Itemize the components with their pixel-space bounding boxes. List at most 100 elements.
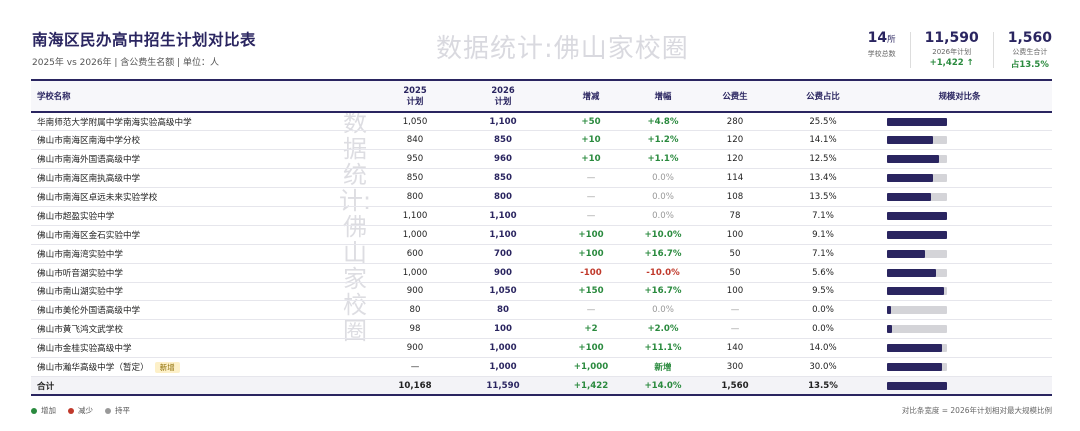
watermark-horizontal: 数据统计:佛山家校圈 (436, 34, 689, 64)
col-header-change: 增减 (547, 80, 635, 112)
change-value: — (547, 168, 635, 189)
comparison-table-container: 学校名称 2025 计划 2026 计划 增减 增幅 公费生 公费占比 规模对比条 … (31, 79, 1052, 397)
school-name: 佛山市黄飞鸿文武学校 (31, 319, 371, 340)
change-rate: 0.0% (635, 187, 691, 207)
school-name: 华南师范大学附属中学南海实验高级中学 (31, 112, 371, 132)
change-rate: +4.8% (635, 112, 691, 132)
school-name: 佛山市南海区金石实验中学 (31, 225, 371, 245)
plan-2025: 600 (371, 244, 459, 264)
table-row: 佛山市金桂实验高级中学 900 1,000 +100 +11.1% 140 14.0% (31, 338, 1052, 359)
school-name: 佛山市超盈实验中学 (31, 206, 371, 226)
public-count: 108 (691, 187, 779, 207)
scale-bar-fill (887, 193, 931, 201)
scale-bar-cell (867, 149, 1052, 170)
plan-2026: 1,000 (459, 338, 547, 359)
plan-2025: 98 (371, 319, 459, 340)
public-ratio: 5.6% (779, 263, 867, 283)
table-row: 佛山市瀚华高级中学（暂定） 新增 —1,000 +1,000 新增 300 30.0% (31, 357, 1052, 377)
public-count: — (691, 319, 779, 340)
plan-2025: 1,050 (371, 112, 459, 132)
change-rate: 0.0% (635, 206, 691, 226)
header: 南海区民办高中招生计划对比表 2025年 vs 2026年 | 含公费生名额 |… (32, 28, 256, 68)
scale-bar-fill (887, 249, 926, 258)
stat-divider (992, 32, 994, 68)
stat-label: 学校总数 (867, 50, 896, 58)
plan-2025: 10,168 (371, 375, 459, 397)
plan-2025: 80 (371, 300, 459, 321)
public-count: 50 (691, 244, 779, 264)
change-rate: +16.7% (635, 282, 691, 302)
plan-2026: 1,050 (459, 282, 547, 302)
stat-delta: +1,422 ↑ (929, 58, 974, 68)
scale-bar-fill (887, 174, 934, 183)
col-header-bar: 规模对比条 (867, 80, 1052, 112)
plan-2026: 1,100 (459, 112, 547, 132)
new-badge: 新增 (154, 362, 180, 374)
plan-2026: 100 (459, 319, 547, 340)
scale-bar-fill (887, 381, 947, 390)
change-value: +1,000 (547, 357, 635, 377)
scale-bar-fill (887, 344, 942, 353)
col-header-2025: 2025 计划 (371, 80, 459, 112)
scale-bar-track (887, 136, 947, 145)
table-row: 佛山市南海区金石实验中学 1,000 1,100 +100 +10.0% 100 9.1% (31, 225, 1052, 245)
table-header-row: 学校名称 2025 计划 2026 计划 增减 增幅 公费生 公费占比 规模对比条 (31, 80, 1052, 112)
table-row: 佛山市南海外国语高级中学 950 960 +10 +1.1% 120 12.5% (31, 149, 1052, 170)
stat-delta: 占13.5% (1010, 60, 1049, 70)
plan-2025: 900 (371, 338, 459, 359)
scale-bar-track (887, 381, 947, 390)
plan-2026: 850 (459, 168, 547, 189)
plan-2025: 1,000 (371, 225, 459, 245)
change-value: — (547, 300, 635, 321)
public-count: 1,560 (691, 375, 779, 397)
stat-card: 1,560 公费生合计 占13.5% (1008, 30, 1052, 70)
scale-bar-track (887, 174, 947, 183)
stat-label: 公费生合计 (1012, 48, 1048, 56)
change-value: +50 (547, 112, 635, 132)
plan-2025: 850 (371, 168, 459, 189)
table-row: 华南师范大学附属中学南海实验高级中学 1,050 1,100 +50 +4.8% 280 2… (31, 112, 1052, 132)
plan-2026: 800 (459, 187, 547, 207)
change-value: +100 (547, 338, 635, 359)
table-row: 佛山市南山湖实验中学 900 1,050 +150 +16.7% 100 9.5% (31, 282, 1052, 302)
scale-bar-track (887, 306, 947, 315)
school-name: 佛山市南山湖实验中学 (31, 282, 371, 302)
public-count: 280 (691, 112, 779, 132)
change-value: +100 (547, 225, 635, 245)
scale-bar-cell (867, 244, 1052, 264)
scale-bar-cell (867, 357, 1052, 377)
public-ratio: 12.5% (779, 149, 867, 170)
public-ratio: 0.0% (779, 319, 867, 340)
public-ratio: 13.5% (779, 187, 867, 207)
change-rate: +1.2% (635, 130, 691, 151)
public-count: 300 (691, 357, 779, 377)
table-row: 佛山市南海区卓远未来实验学校 800 800—0.0% 108 13.5% (31, 187, 1052, 207)
plan-2026: 80 (459, 300, 547, 321)
plan-2025: 840 (371, 130, 459, 151)
change-value: -100 (547, 263, 635, 283)
change-value: — (547, 187, 635, 207)
public-ratio: 14.0% (779, 338, 867, 359)
scale-bar-cell (867, 338, 1052, 359)
scale-bar-cell (867, 263, 1052, 283)
legend: 增加 减少 持平 (31, 405, 130, 416)
legend-item: 增加 (31, 405, 56, 416)
plan-2026: 700 (459, 244, 547, 264)
stat-card: 14所 学校总数 (868, 30, 896, 70)
public-count: 114 (691, 168, 779, 189)
scale-bar-cell (867, 300, 1052, 321)
scale-bar-cell (867, 225, 1052, 245)
change-value: +10 (547, 130, 635, 151)
table-row: 佛山市南海区南执高级中学 850 850—0.0% 114 13.4% (31, 168, 1052, 189)
public-count: 100 (691, 225, 779, 245)
change-value: +1,422 (547, 375, 635, 397)
scale-bar-track (887, 249, 947, 258)
public-ratio: 9.1% (779, 225, 867, 245)
legend-dot-icon (68, 408, 74, 414)
scale-bar-track (887, 268, 947, 277)
plan-2025: 1,000 (371, 263, 459, 283)
col-header-rate: 增幅 (635, 80, 691, 112)
plan-2025: 1,100 (371, 206, 459, 226)
scale-bar-fill (887, 155, 940, 164)
school-name: 合计 (31, 375, 371, 397)
